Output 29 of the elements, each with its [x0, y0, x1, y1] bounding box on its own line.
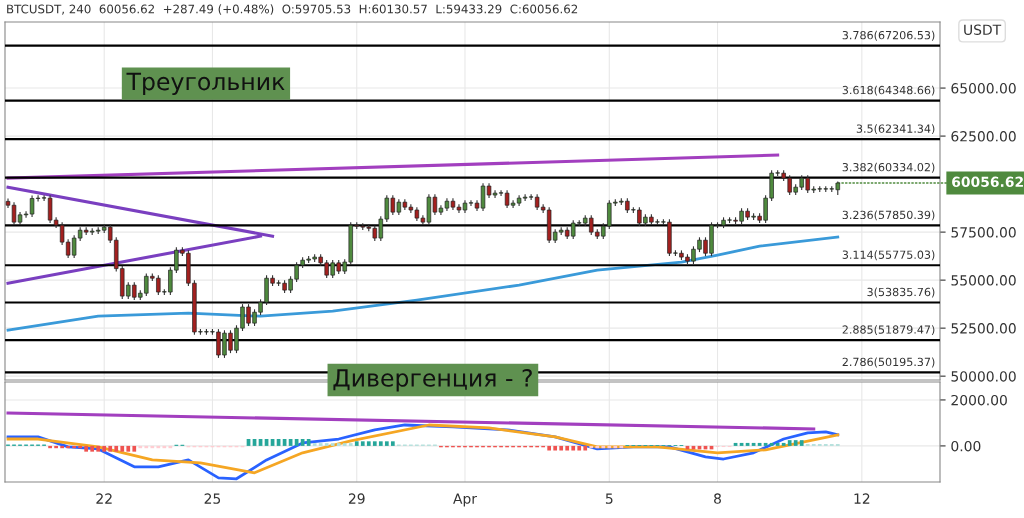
y-tick-label: 0.00 [951, 440, 981, 452]
x-tick-label: 8 [714, 493, 721, 504]
x-tick-label: 5 [605, 493, 613, 504]
y-tick-label: 52500.00 [951, 323, 1016, 334]
chart-title: BTCUSDT, 240 60056.62 +287.49 (+0.48%) O:59705.53 H:60130.57 L:59433.29 C:60056.62 [7, 4, 578, 15]
x-tick-label: 29 [348, 493, 365, 504]
ref-line-label: 3.236(57850.39) [842, 210, 935, 221]
ref-line-label: 3.618(64348.66) [842, 85, 935, 96]
y-tick-label: 57500.00 [951, 227, 1016, 238]
ref-line-label: 3(53835.76) [867, 287, 935, 298]
y-tick-label: 2000.00 [951, 394, 1007, 406]
annotation: 60056.62 [952, 176, 1023, 188]
annotation: Дивергенция - ? [333, 368, 532, 392]
x-tick-label: Apr [453, 493, 477, 507]
x-tick-label: 22 [96, 493, 112, 504]
x-tick-label: 25 [204, 493, 221, 504]
annotation: Треугольник [126, 72, 285, 95]
ref-line-label: 3.114(55775.03) [842, 250, 935, 261]
ref-line-label: 3.786(67206.53) [842, 30, 935, 41]
y-tick-label: 55000.00 [951, 275, 1016, 286]
y-tick-label: 62500.00 [951, 131, 1016, 142]
ref-line-label: 3.5(62341.34) [856, 124, 935, 135]
text: USDT [964, 24, 1002, 35]
y-tick-label: 50000.00 [951, 371, 1016, 382]
ref-line-label: 3.382(60334.02) [842, 162, 935, 173]
y-tick-label: 65000.00 [951, 83, 1016, 94]
ref-line-label: 2.786(50195.37) [842, 357, 935, 368]
ref-line-label: 2.885(51879.47) [842, 325, 935, 336]
x-tick-label: 12 [854, 493, 870, 504]
